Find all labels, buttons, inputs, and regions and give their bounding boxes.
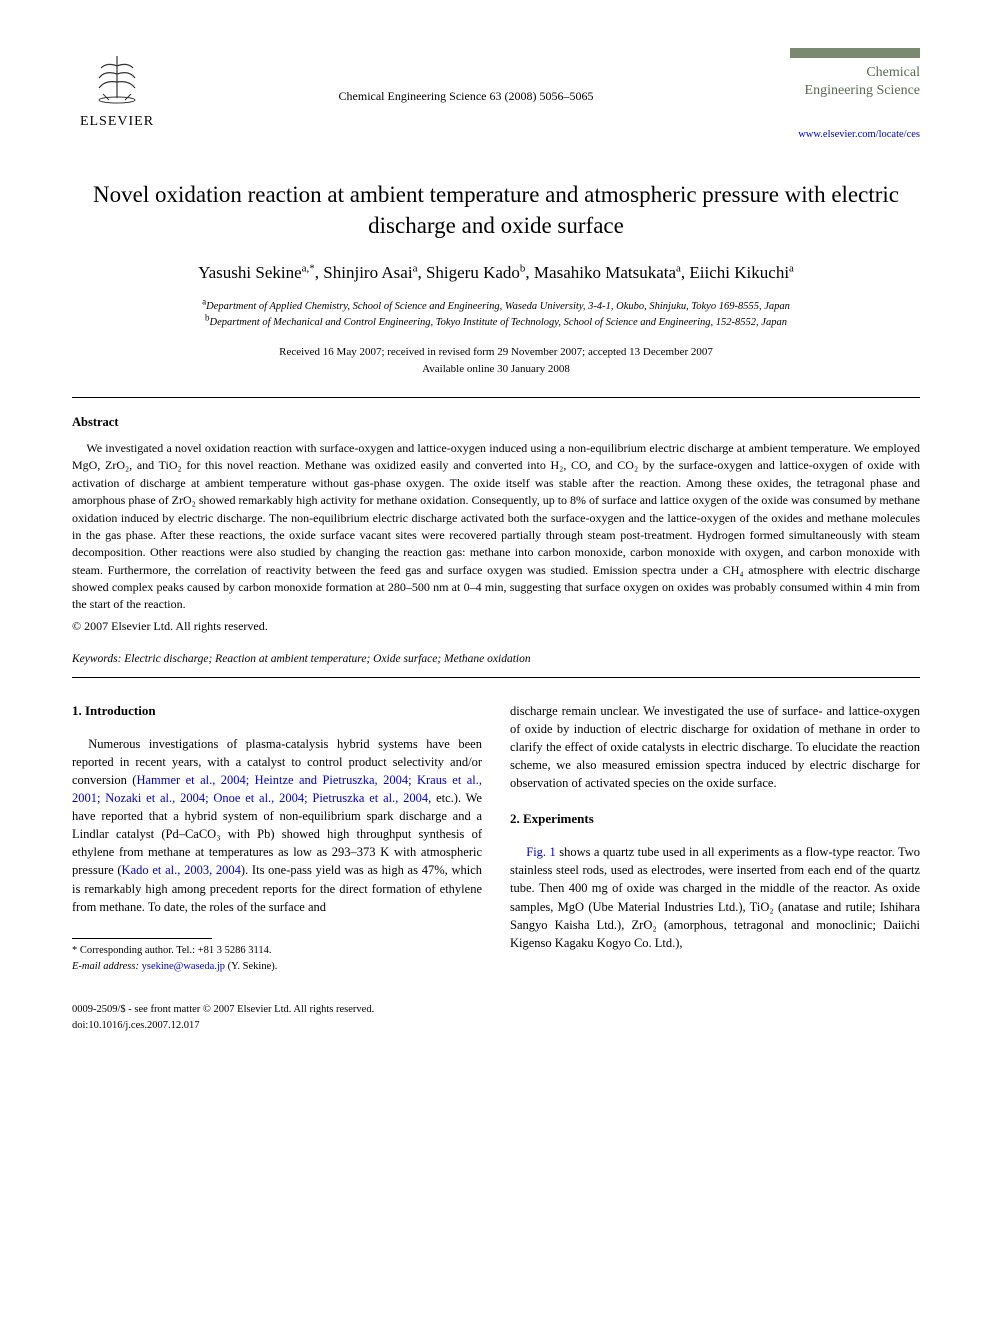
journal-name: Chemical Engineering Science	[770, 64, 920, 100]
abstract-text: We investigated a novel oxidation reacti…	[72, 440, 920, 614]
journal-name-line2: Engineering Science	[805, 83, 920, 98]
author-list: Yasushi Sekinea,*, Shinjiro Asaia, Shige…	[72, 261, 920, 285]
affiliation-b: bDepartment of Mechanical and Control En…	[72, 315, 920, 331]
author-mark: a	[789, 263, 794, 275]
bottom-meta: 0009-2509/$ - see front matter © 2007 El…	[72, 1002, 482, 1034]
elsevier-tree-icon	[87, 48, 147, 108]
abstract-copyright: © 2007 Elsevier Ltd. All rights reserved…	[72, 618, 920, 635]
intro-paragraph: Numerous investigations of plasma-cataly…	[72, 735, 482, 916]
author-mark: a	[413, 263, 418, 275]
author: Shinjiro Asaia	[323, 263, 417, 282]
author-mark: a	[676, 263, 681, 275]
footnotes: * Corresponding author. Tel.: +81 3 5286…	[72, 943, 482, 975]
journal-url-link[interactable]: www.elsevier.com/locate/ces	[770, 128, 920, 143]
affiliation-a: aDepartment of Applied Chemistry, School…	[72, 299, 920, 315]
citation-link[interactable]: Kado et al., 2003, 2004	[122, 863, 241, 877]
author-name: Masahiko Matsukata	[534, 263, 676, 282]
body-columns: 1. Introduction Numerous investigations …	[72, 702, 920, 1034]
article-title: Novel oxidation reaction at ambient temp…	[72, 179, 920, 241]
doi-line: doi:10.1016/j.ces.2007.12.017	[72, 1018, 482, 1034]
rule-top	[72, 397, 920, 398]
intro-continuation: discharge remain unclear. We investigate…	[510, 702, 920, 793]
column-right: discharge remain unclear. We investigate…	[510, 702, 920, 1034]
body-text: shows a quartz tube used in all experime…	[510, 845, 920, 950]
article-dates: Received 16 May 2007; received in revise…	[72, 344, 920, 377]
email-line: E-mail address: ysekine@waseda.jp (Y. Se…	[72, 959, 482, 975]
corresponding-author: * Corresponding author. Tel.: +81 3 5286…	[72, 943, 482, 959]
publisher-logo-block: ELSEVIER	[72, 48, 162, 132]
section-heading-introduction: 1. Introduction	[72, 702, 482, 721]
journal-color-bar	[790, 48, 920, 58]
journal-block: Chemical Engineering Science www.elsevie…	[770, 48, 920, 143]
author: Shigeru Kadob	[426, 263, 525, 282]
journal-name-line1: Chemical	[866, 65, 920, 80]
column-left: 1. Introduction Numerous investigations …	[72, 702, 482, 1034]
author: Masahiko Matsukataa	[534, 263, 681, 282]
author-mark: a,*	[302, 263, 315, 275]
footnote-rule	[72, 938, 212, 939]
citation-line: Chemical Engineering Science 63 (2008) 5…	[162, 48, 770, 105]
front-matter-line: 0009-2509/$ - see front matter © 2007 El…	[72, 1002, 482, 1018]
author-name: Shinjiro Asai	[323, 263, 412, 282]
page-header: ELSEVIER Chemical Engineering Science 63…	[72, 48, 920, 143]
footnote-label: * Corresponding author. Tel.:	[72, 945, 198, 956]
abstract-block: Abstract We investigated a novel oxidati…	[72, 414, 920, 634]
email-label: E-mail address:	[72, 961, 139, 972]
keywords-line: Keywords: Electric discharge; Reaction a…	[72, 651, 920, 667]
keywords-label: Keywords:	[72, 653, 121, 665]
author-name: Eiichi Kikuchi	[689, 263, 789, 282]
available-line: Available online 30 January 2008	[72, 361, 920, 378]
abstract-heading: Abstract	[72, 414, 920, 432]
experiments-paragraph: Fig. 1 shows a quartz tube used in all e…	[510, 843, 920, 952]
figure-link[interactable]: Fig. 1	[526, 845, 556, 859]
abstract-body: We investigated a novel oxidation reacti…	[72, 440, 920, 614]
received-line: Received 16 May 2007; received in revise…	[72, 344, 920, 361]
author-name: Yasushi Sekine	[198, 263, 302, 282]
section-heading-experiments: 2. Experiments	[510, 810, 920, 829]
publisher-name: ELSEVIER	[80, 112, 154, 132]
affiliations: aDepartment of Applied Chemistry, School…	[72, 299, 920, 331]
author: Eiichi Kikuchia	[689, 263, 794, 282]
author: Yasushi Sekinea,*	[198, 263, 315, 282]
footnote-tel: +81 3 5286 3114.	[198, 945, 272, 956]
affiliation-text: Department of Applied Chemistry, School …	[206, 301, 790, 312]
keywords-items: Electric discharge; Reaction at ambient …	[124, 653, 530, 665]
affiliation-text: Department of Mechanical and Control Eng…	[210, 317, 787, 328]
author-name: Shigeru Kado	[426, 263, 520, 282]
author-mark: b	[520, 263, 526, 275]
rule-bottom	[72, 677, 920, 678]
email-link[interactable]: ysekine@waseda.jp	[142, 961, 225, 972]
email-suffix: (Y. Sekine).	[225, 961, 277, 972]
